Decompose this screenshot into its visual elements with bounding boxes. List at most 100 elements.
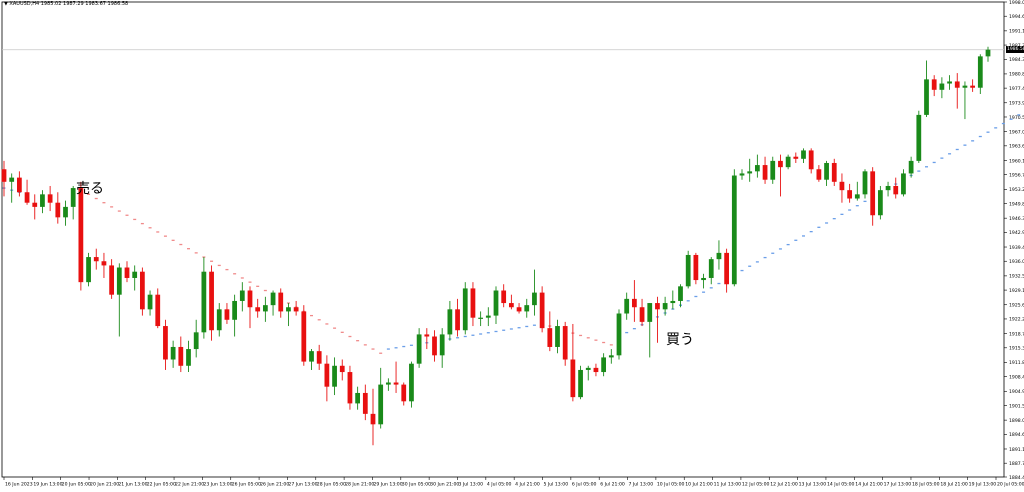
x-tick-label: 18 Jul 05:00 — [912, 482, 940, 488]
plot-frame — [1, 1, 1005, 478]
y-tick-label: 1901.50 — [1009, 403, 1024, 409]
candle-bear — [24, 192, 30, 203]
candle-bear — [432, 336, 437, 356]
candle-bull — [9, 177, 15, 182]
x-tick-label: 20 Jul 05:00 — [997, 482, 1024, 488]
candle-bull — [977, 56, 983, 88]
candle-bear — [778, 160, 783, 168]
candle-bull — [186, 349, 191, 366]
x-tick-label: 22 Jun 21:00 — [175, 482, 204, 488]
x-tick-label: 28 Jun 21:00 — [345, 482, 374, 488]
y-tick-label: 1929.10 — [1009, 288, 1024, 294]
candle-bull — [608, 355, 614, 358]
x-tick-label: 4 Jul 21:00 — [515, 482, 540, 488]
candle-bear — [639, 307, 645, 322]
candle-bear — [393, 382, 399, 385]
candle-bear — [724, 252, 730, 285]
candle-bear — [816, 169, 822, 180]
candle-bull — [939, 83, 945, 90]
candle-bear — [401, 384, 407, 402]
candle-bear — [655, 303, 660, 310]
x-tick-label: 22 Jun 05:00 — [147, 482, 176, 488]
candle-bull — [447, 309, 453, 335]
candle-bull — [862, 171, 868, 195]
candle-bull — [901, 173, 906, 195]
candle-bear — [1, 169, 7, 182]
candle-bear — [470, 288, 476, 318]
candle-bear — [178, 346, 184, 366]
x-tick-label: 13 Jul 13:00 — [799, 482, 827, 488]
candle-bear — [278, 292, 284, 312]
x-tick-label: 26 Jun 05:00 — [232, 482, 261, 488]
candle-bear — [32, 202, 38, 207]
candle-bull — [578, 369, 583, 398]
candle-bull — [239, 290, 245, 301]
candle-bull — [616, 313, 622, 356]
x-tick-label: 20 Jun 21:00 — [90, 482, 119, 488]
candle-bull — [270, 292, 276, 306]
y-tick-label: 1973.90 — [1009, 101, 1024, 107]
candle-bull — [524, 305, 530, 312]
candle-bull — [439, 334, 445, 356]
candle-bull — [824, 162, 829, 180]
candle-bull — [908, 160, 914, 174]
candle-bull — [685, 254, 691, 287]
candle-bull — [747, 171, 753, 174]
candle-bull — [739, 173, 745, 176]
y-tick-label: 1963.60 — [1009, 144, 1024, 150]
candle-bull — [785, 156, 791, 168]
candle-bear — [839, 181, 845, 191]
candle-bull — [493, 290, 499, 316]
candle-bull — [924, 79, 929, 115]
candle-bull — [378, 384, 384, 425]
y-tick-label: 1960.10 — [1009, 158, 1024, 164]
candle-bear — [163, 326, 168, 360]
candle-bull — [170, 346, 176, 360]
y-tick-label: 1911.80 — [1009, 360, 1024, 366]
y-tick-label: 1942.90 — [1009, 230, 1024, 236]
candle-bear — [155, 294, 161, 327]
buy-annotation: 買う — [666, 332, 694, 348]
candle-bull — [485, 315, 491, 318]
candle-bull — [585, 367, 591, 370]
y-tick-label: 1908.40 — [1009, 374, 1024, 380]
y-tick-label: 1970.50 — [1009, 115, 1024, 121]
x-tick-label: 23 Jun 13:00 — [203, 482, 232, 488]
candle-bull — [385, 382, 391, 385]
candle-bear — [793, 156, 799, 159]
y-tick-label: 1925.60 — [1009, 303, 1024, 309]
candle-bull — [462, 288, 468, 331]
x-tick-label: 3 Jul 13:00 — [458, 482, 483, 488]
x-tick-label: 7 Jul 13:00 — [629, 482, 654, 488]
y-tick-label: 1884.40 — [1009, 475, 1024, 481]
y-tick-label: 1939.40 — [1009, 245, 1024, 251]
candle-bull — [355, 392, 361, 404]
candle-bull — [332, 365, 337, 387]
candle-bear — [455, 309, 460, 331]
candle-bear — [16, 177, 22, 193]
candle-bear — [893, 185, 899, 195]
candle-bull — [216, 309, 222, 331]
x-tick-label: 10 Jul 05:00 — [657, 482, 685, 488]
candle-bull — [262, 305, 268, 312]
candle-bear — [762, 165, 768, 180]
candle-bull — [947, 81, 952, 84]
x-tick-label: 30 Jun 21:00 — [430, 482, 459, 488]
candle-bear — [209, 271, 214, 331]
candle-bull — [86, 257, 91, 283]
candle-bear — [508, 303, 514, 308]
x-tick-label: 5 Jul 13:00 — [544, 482, 569, 488]
x-tick-label: 19 Jul 13:00 — [969, 482, 997, 488]
candle-bear — [808, 150, 814, 170]
candle-bull — [63, 206, 68, 218]
candle-bull — [885, 185, 891, 191]
y-tick-label: 1932.50 — [1009, 274, 1024, 280]
candle-bull — [801, 150, 806, 159]
y-tick-label: 1967.00 — [1009, 129, 1024, 135]
candle-bear — [831, 162, 837, 182]
candle-bull — [670, 300, 676, 304]
candle-bear — [370, 413, 376, 425]
candle-bull — [555, 326, 560, 347]
